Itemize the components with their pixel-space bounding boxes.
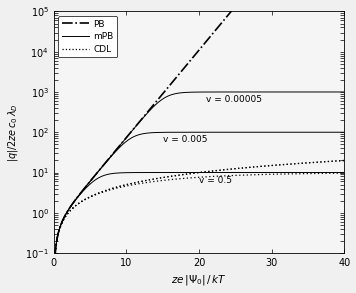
X-axis label: $ze\,|\Psi_0|\,/\,kT$: $ze\,|\Psi_0|\,/\,kT$ — [171, 273, 227, 287]
Text: v = 0.5: v = 0.5 — [199, 176, 232, 185]
Legend: PB, mPB, CDL: PB, mPB, CDL — [58, 16, 117, 57]
Y-axis label: $|q|/2ze\,c_0\,\lambda_D$: $|q|/2ze\,c_0\,\lambda_D$ — [6, 103, 20, 162]
Text: v = 0.00005: v = 0.00005 — [206, 95, 262, 104]
Text: v = 0.005: v = 0.005 — [163, 135, 207, 144]
